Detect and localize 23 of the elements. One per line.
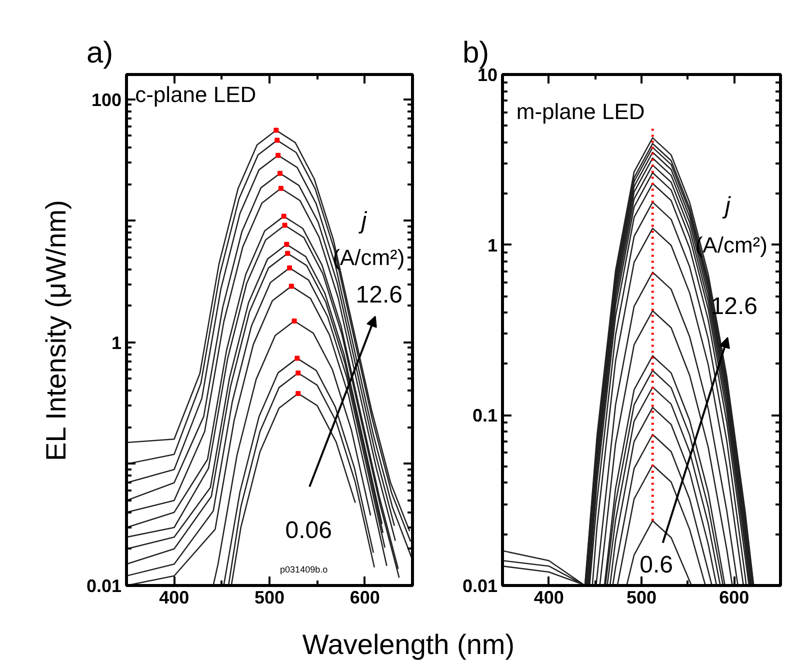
- annotation: 0.06: [285, 516, 332, 544]
- y-tick-label: 0.1: [472, 406, 498, 426]
- chart-title: a): [86, 36, 114, 70]
- y-tick-label: 1: [111, 332, 122, 353]
- x-tick-label: 400: [159, 588, 190, 608]
- y-tick-label: 0.01: [462, 576, 498, 596]
- annotation: 12.6: [356, 282, 402, 309]
- annotation: 0.6: [640, 551, 674, 578]
- x-axis-title: Wavelength (nm): [302, 628, 515, 662]
- x-tick-label: 400: [534, 588, 564, 608]
- annotation: m-plane LED: [516, 98, 645, 124]
- x-tick-label: 500: [626, 588, 657, 608]
- x-tick-label: 600: [719, 588, 750, 608]
- x-tick-label: 500: [254, 588, 285, 608]
- x-tick-label: 600: [350, 588, 380, 608]
- y-tick-label: 0.01: [86, 576, 122, 596]
- annotation: j: [722, 192, 732, 220]
- annotation: j: [358, 207, 368, 234]
- annotation: c-plane LED: [135, 82, 256, 107]
- annotation: p031409b.o: [280, 564, 328, 575]
- y-tick-label: 1: [487, 235, 498, 256]
- y-tick-label: 100: [91, 90, 122, 110]
- y-axis-title: EL Intensity (μW/nm): [40, 200, 72, 461]
